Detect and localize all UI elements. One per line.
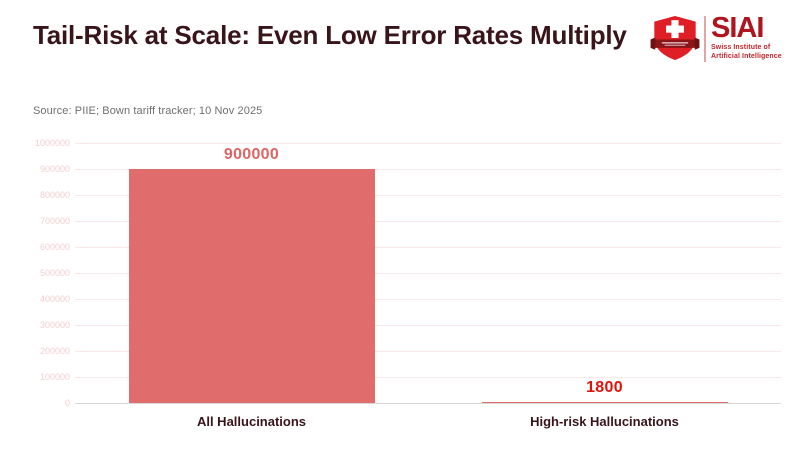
logo-subtitle-line1: Swiss Institute of: [711, 44, 771, 51]
x-category-label: All Hallucinations: [196, 414, 307, 429]
y-gridline: [75, 272, 781, 274]
logo-subtitle: Swiss Institute of Artificial Intelligen…: [711, 44, 782, 61]
y-gridline: [75, 142, 781, 144]
y-tick-label: 600000: [39, 241, 70, 252]
y-tick-label: 0: [64, 397, 70, 408]
y-gridline: [75, 168, 781, 170]
bar-value-label: 1800: [586, 379, 623, 396]
y-tick-label: 400000: [39, 293, 70, 304]
logo-divider: [704, 16, 706, 62]
y-gridline: [75, 220, 781, 222]
y-gridline: [75, 246, 781, 248]
logo-wordmark: SIAI: [711, 12, 764, 44]
y-tick-label: 300000: [39, 319, 70, 330]
y-gridline: [75, 194, 781, 196]
y-tick-label: 100000: [39, 371, 70, 382]
bar-high-risk-hallucinations: [481, 402, 728, 403]
bar-all-hallucinations: [128, 169, 375, 403]
source-note: Source: PIIE; Bown tariff tracker; 10 No…: [33, 105, 263, 117]
x-category-label: High-risk Hallucinations: [530, 414, 679, 429]
y-gridline: [75, 350, 781, 352]
y-tick-label: 1000000: [34, 137, 70, 148]
y-tick-label: 200000: [39, 345, 70, 356]
y-tick-label: 900000: [39, 163, 70, 174]
y-gridline: [75, 376, 781, 378]
bar-value-label: 900000: [223, 146, 280, 163]
y-tick-label: 500000: [39, 267, 70, 278]
swiss-shield-icon: [650, 15, 700, 61]
x-axis-line: [75, 402, 781, 404]
logo-subtitle-line2: Artificial Intelligence: [711, 52, 782, 60]
siai-logo: SIAI Swiss Institute of Artificial Intel…: [648, 13, 788, 69]
y-gridline: [75, 298, 781, 300]
page-title: Tail-Risk at Scale: Even Low Error Rates…: [33, 20, 627, 50]
y-tick-label: 700000: [39, 215, 70, 226]
logo-text: SIAI Swiss Institute of Artificial Intel…: [711, 13, 782, 61]
y-gridline: [75, 324, 781, 326]
y-tick-label: 800000: [39, 189, 70, 200]
